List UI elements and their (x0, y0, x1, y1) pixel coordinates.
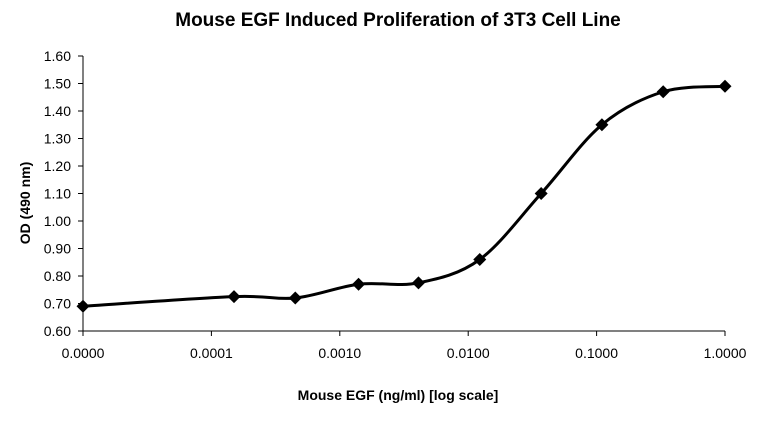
y-tick-label: 1.50 (44, 76, 71, 92)
chart-title: Mouse EGF Induced Proliferation of 3T3 C… (175, 10, 621, 31)
data-point-marker (288, 291, 302, 305)
data-point-marker (227, 290, 241, 304)
y-axis-ticks: 0.60 0.70 0.80 0.90 1.00 1.10 1.20 1.30 1.40 1.50… (44, 48, 83, 339)
y-tick-label: 0.80 (44, 268, 71, 284)
y-tick-label: 1.30 (44, 131, 71, 147)
y-tick-label: 0.90 (44, 241, 71, 257)
y-tick-label: 1.00 (44, 213, 71, 229)
x-tick-label: 1.0000 (704, 345, 747, 361)
x-tick-label: 0.1000 (575, 345, 618, 361)
y-tick-label: 1.20 (44, 158, 71, 174)
x-tick-label: 0.0100 (447, 345, 490, 361)
y-tick-label: 0.60 (44, 323, 71, 339)
y-tick-label: 0.70 (44, 296, 71, 312)
data-point-marker (718, 79, 732, 93)
data-point-marker (534, 187, 548, 200)
y-tick-label: 1.10 (44, 186, 71, 202)
data-point-marker (595, 118, 609, 132)
x-tick-label: 0.0010 (318, 345, 361, 361)
x-tick-label: 0.0001 (190, 345, 233, 361)
x-axis-ticks: 0.0000 0.0001 0.0010 0.0100 0.1000 1.0000 (62, 331, 747, 361)
y-tick-label: 1.40 (44, 103, 71, 119)
y-tick-label: 1.60 (44, 48, 71, 64)
data-point-marker (473, 253, 487, 266)
data-point-marker (352, 277, 366, 291)
data-point-marker (76, 299, 90, 313)
data-point-marker (411, 276, 425, 290)
data-point-marker (656, 85, 670, 99)
x-tick-label: 0.0000 (62, 345, 105, 361)
y-axis-label: OD (490 nm) (17, 162, 33, 244)
series-line (82, 84, 726, 308)
x-axis-label: Mouse EGF (ng/ml) [log scale] (298, 387, 499, 403)
data-markers (76, 79, 732, 313)
